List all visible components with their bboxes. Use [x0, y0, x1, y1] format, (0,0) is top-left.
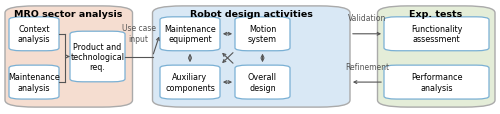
Text: MRO sector analysis: MRO sector analysis [14, 10, 122, 19]
Text: Validation: Validation [348, 14, 386, 23]
Text: Refinement: Refinement [345, 62, 389, 71]
Text: Functionality
assessment: Functionality assessment [411, 25, 462, 44]
Text: Use case
input: Use case input [122, 24, 156, 43]
Text: Auxiliary
components: Auxiliary components [165, 73, 215, 92]
Text: Performance
analysis: Performance analysis [411, 73, 462, 92]
FancyBboxPatch shape [5, 7, 132, 107]
FancyBboxPatch shape [235, 18, 290, 51]
FancyBboxPatch shape [384, 66, 489, 99]
FancyBboxPatch shape [235, 66, 290, 99]
FancyBboxPatch shape [160, 66, 220, 99]
Text: Context
analysis: Context analysis [18, 25, 50, 44]
Text: Motion
system: Motion system [248, 25, 277, 44]
Text: Robot design activities: Robot design activities [190, 10, 312, 19]
FancyBboxPatch shape [152, 7, 350, 107]
FancyBboxPatch shape [9, 66, 59, 99]
FancyBboxPatch shape [70, 32, 125, 82]
Text: Maintenance
analysis: Maintenance analysis [8, 73, 60, 92]
FancyBboxPatch shape [160, 18, 220, 51]
Text: Maintenance
equipment: Maintenance equipment [164, 25, 216, 44]
FancyBboxPatch shape [384, 18, 489, 51]
Text: Overall
design: Overall design [248, 73, 277, 92]
FancyBboxPatch shape [9, 18, 59, 51]
Text: Product and
technological
req.: Product and technological req. [70, 42, 124, 72]
FancyBboxPatch shape [378, 7, 495, 107]
Text: Exp. tests: Exp. tests [410, 10, 463, 19]
